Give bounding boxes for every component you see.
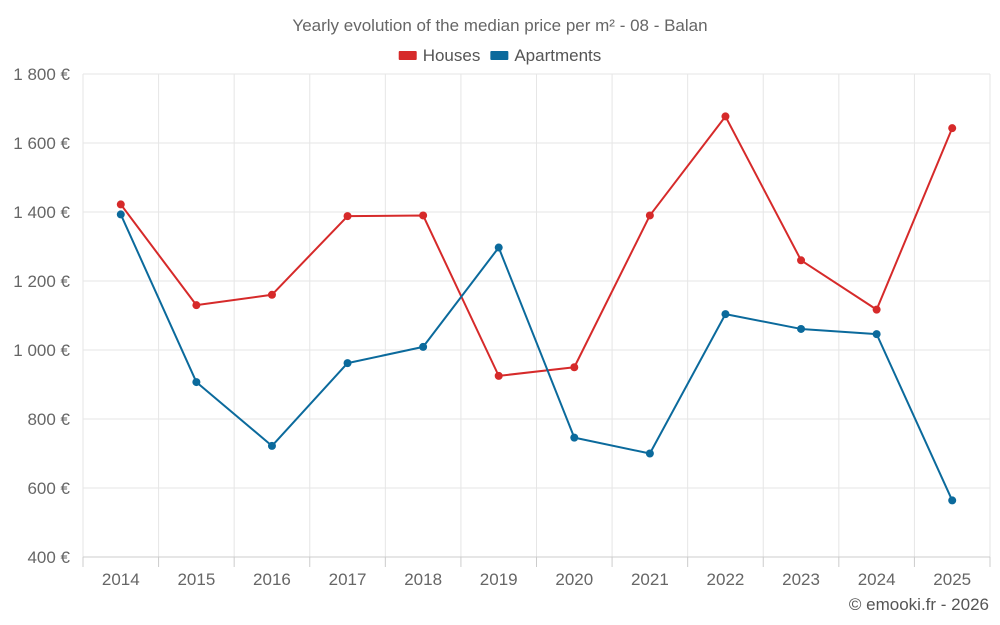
data-point-houses bbox=[419, 211, 428, 220]
legend-label-houses: Houses bbox=[423, 46, 481, 65]
legend-item-apartments: Apartments bbox=[490, 46, 601, 65]
series-houses bbox=[116, 112, 957, 380]
x-tick-label: 2016 bbox=[253, 570, 291, 589]
y-tick-label: 1 000 € bbox=[13, 341, 70, 360]
credit-text: © emooki.fr - 2026 bbox=[849, 595, 989, 614]
x-tick-label: 2014 bbox=[102, 570, 140, 589]
series-apartments bbox=[116, 210, 957, 505]
x-tick-label: 2018 bbox=[404, 570, 442, 589]
data-point-houses bbox=[872, 305, 881, 314]
grid-lines bbox=[82, 73, 991, 557]
data-point-apartments bbox=[267, 441, 276, 450]
data-point-apartments bbox=[721, 310, 730, 319]
data-point-houses bbox=[645, 211, 654, 220]
chart-title: Yearly evolution of the median price per… bbox=[292, 16, 707, 35]
data-point-houses bbox=[948, 124, 957, 133]
data-point-apartments bbox=[948, 496, 957, 505]
legend-label-apartments: Apartments bbox=[514, 46, 601, 65]
legend-item-houses: Houses bbox=[398, 46, 481, 65]
data-point-apartments bbox=[343, 359, 352, 368]
data-point-apartments bbox=[419, 342, 428, 351]
y-tick-label: 1 200 € bbox=[13, 272, 70, 291]
x-tick-label: 2020 bbox=[555, 570, 593, 589]
data-point-apartments bbox=[494, 243, 503, 252]
y-tick-label: 800 € bbox=[27, 410, 70, 429]
data-point-houses bbox=[343, 212, 352, 221]
y-tick-label: 1 600 € bbox=[13, 134, 70, 153]
series-layer bbox=[116, 112, 957, 505]
data-point-apartments bbox=[872, 330, 881, 339]
data-point-houses bbox=[570, 363, 579, 372]
legend-swatch-apartments bbox=[490, 51, 509, 60]
y-tick-label: 600 € bbox=[27, 479, 70, 498]
data-point-houses bbox=[192, 301, 201, 310]
data-point-apartments bbox=[192, 378, 201, 387]
data-point-apartments bbox=[570, 433, 579, 442]
data-point-apartments bbox=[116, 210, 125, 219]
data-point-houses bbox=[721, 112, 730, 121]
x-tick-label: 2024 bbox=[858, 570, 896, 589]
y-tick-label: 400 € bbox=[27, 548, 70, 567]
x-tick-label: 2015 bbox=[177, 570, 215, 589]
data-point-apartments bbox=[645, 449, 654, 458]
series-line-houses bbox=[119, 115, 954, 377]
x-tick-label: 2017 bbox=[329, 570, 367, 589]
legend-swatch-houses bbox=[398, 51, 417, 60]
legend: Houses Apartments bbox=[398, 46, 601, 65]
y-tick-label: 1 800 € bbox=[13, 65, 70, 84]
x-tick-label: 2021 bbox=[631, 570, 669, 589]
axes: 400 € 600 € 800 € 1 000 € 1 200 € 1 400 € 1 60… bbox=[13, 65, 991, 589]
series-line-apartments bbox=[119, 214, 954, 501]
data-point-houses bbox=[267, 290, 276, 299]
x-tick-label: 2023 bbox=[782, 570, 820, 589]
y-tick-label: 1 400 € bbox=[13, 203, 70, 222]
data-point-houses bbox=[797, 256, 806, 265]
data-point-apartments bbox=[797, 324, 806, 333]
data-point-houses bbox=[116, 200, 125, 209]
x-tick-label: 2019 bbox=[480, 570, 518, 589]
x-tick-label: 2022 bbox=[707, 570, 745, 589]
x-tick-label: 2025 bbox=[933, 570, 971, 589]
data-point-houses bbox=[494, 371, 503, 380]
